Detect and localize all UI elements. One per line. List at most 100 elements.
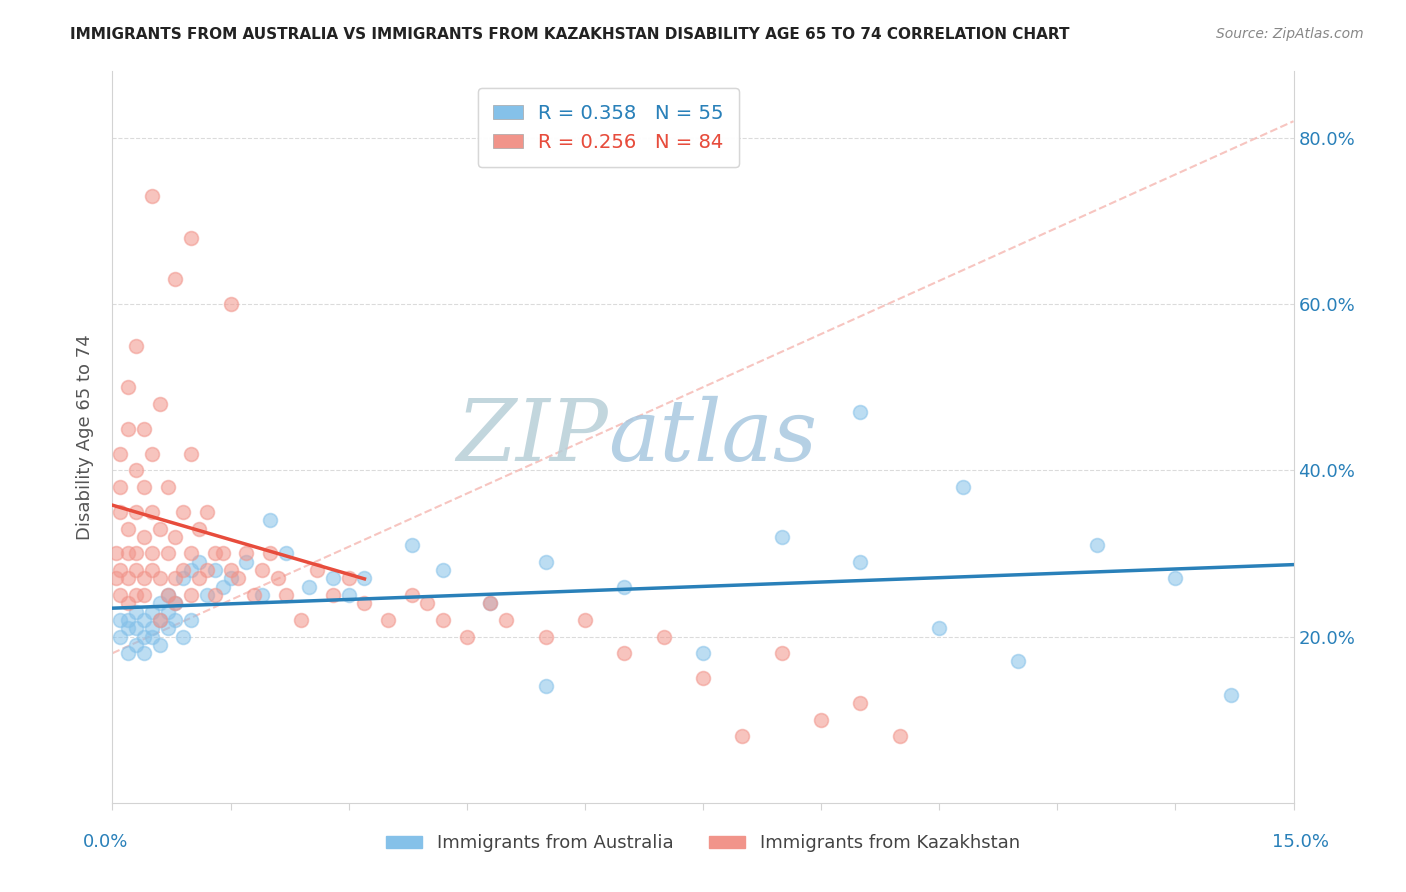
Point (165, 571, 187, 585)
Point (290, 613, 312, 627)
Point (172, 563, 194, 577)
Point (211, 580, 233, 594)
Point (156, 605, 179, 619)
Point (534, 555, 557, 569)
Point (117, 521, 139, 535)
Point (132, 422, 155, 436)
Point (479, 596, 502, 610)
Point (307, 563, 329, 577)
Point (188, 555, 211, 569)
Point (692, 671, 714, 685)
Point (156, 588, 179, 602)
Point (416, 596, 439, 610)
Point (125, 546, 148, 560)
Point (125, 563, 148, 577)
Point (125, 463, 148, 477)
Point (172, 630, 194, 644)
Point (613, 646, 636, 660)
Point (117, 621, 139, 635)
Point (259, 513, 281, 527)
Point (613, 580, 636, 594)
Point (250, 588, 273, 602)
Point (141, 605, 163, 619)
Point (165, 272, 187, 286)
Point (188, 571, 211, 585)
Point (141, 505, 163, 519)
Point (117, 380, 139, 394)
Point (228, 571, 250, 585)
Point (401, 588, 423, 602)
Point (156, 480, 179, 494)
Text: Source: ZipAtlas.com: Source: ZipAtlas.com (1216, 27, 1364, 41)
Point (235, 555, 257, 569)
Point (149, 638, 172, 652)
Point (110, 630, 132, 644)
Point (267, 571, 290, 585)
Point (401, 538, 423, 552)
Point (172, 571, 194, 585)
Point (180, 230, 202, 244)
Point (149, 521, 172, 535)
Point (110, 480, 132, 494)
Point (110, 505, 132, 519)
Point (1219, 688, 1241, 702)
Text: 0.0%: 0.0% (83, 833, 128, 851)
Point (156, 546, 179, 560)
Point (180, 613, 202, 627)
Point (692, 646, 714, 660)
Point (110, 588, 132, 602)
Point (731, 729, 754, 743)
Point (195, 505, 218, 519)
Point (274, 588, 297, 602)
Point (110, 613, 132, 627)
Point (952, 480, 974, 494)
Point (250, 563, 273, 577)
Point (125, 505, 148, 519)
Point (432, 563, 454, 577)
Point (117, 571, 139, 585)
Point (117, 596, 139, 610)
Point (149, 596, 172, 610)
Point (495, 613, 517, 627)
Point (574, 613, 596, 627)
Point (156, 621, 179, 635)
Point (219, 571, 242, 585)
Point (849, 696, 872, 710)
Point (117, 422, 139, 436)
Point (132, 530, 155, 544)
Point (337, 571, 360, 585)
Point (479, 596, 502, 610)
Point (141, 546, 163, 560)
Text: atlas: atlas (609, 396, 818, 478)
Point (110, 447, 132, 461)
Point (117, 613, 139, 627)
Point (180, 447, 202, 461)
Point (1007, 655, 1029, 669)
Point (219, 563, 242, 577)
Point (132, 588, 155, 602)
Point (149, 397, 172, 411)
Legend: R = 0.358   N = 55, R = 0.256   N = 84: R = 0.358 N = 55, R = 0.256 N = 84 (478, 88, 740, 167)
Point (172, 505, 194, 519)
Point (180, 546, 202, 560)
Point (322, 571, 344, 585)
Point (274, 546, 297, 560)
Point (353, 571, 375, 585)
Point (141, 447, 163, 461)
Point (204, 546, 226, 560)
Point (105, 546, 128, 560)
Point (188, 521, 211, 535)
Point (928, 621, 950, 635)
Point (1164, 571, 1187, 585)
Point (652, 630, 675, 644)
Point (105, 571, 128, 585)
Point (298, 580, 321, 594)
Point (165, 596, 187, 610)
Text: ZIP: ZIP (457, 396, 609, 478)
Point (110, 563, 132, 577)
Point (849, 405, 872, 419)
Point (125, 621, 148, 635)
Point (456, 630, 478, 644)
Text: IMMIGRANTS FROM AUSTRALIA VS IMMIGRANTS FROM KAZAKHSTAN DISABILITY AGE 65 TO 74 : IMMIGRANTS FROM AUSTRALIA VS IMMIGRANTS … (70, 27, 1070, 42)
Point (180, 588, 202, 602)
